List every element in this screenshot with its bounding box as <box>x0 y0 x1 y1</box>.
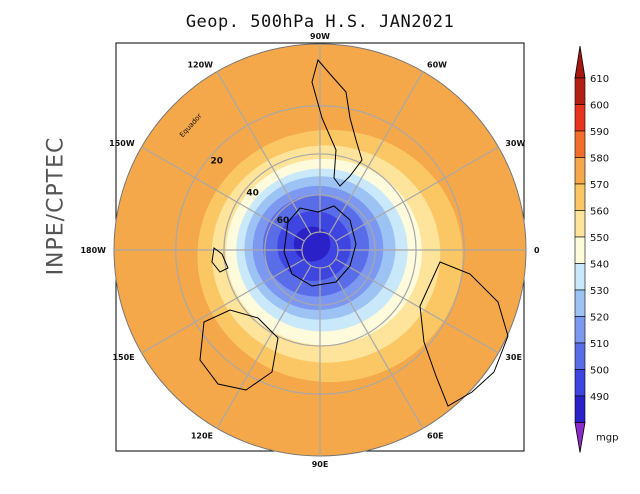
longitude-label-lon-120w: 120W <box>187 61 213 70</box>
colorbar-swatch-530 <box>574 289 586 317</box>
colorbar-swatch-550 <box>574 236 586 264</box>
meridian <box>216 71 312 235</box>
colorbar-swatch-600 <box>574 104 586 132</box>
meridian <box>141 146 305 242</box>
meridian <box>216 265 312 429</box>
longitude-label-lon-90e: 90E <box>312 460 329 469</box>
colorbar-swatch-540 <box>574 263 586 291</box>
meridian <box>141 258 305 354</box>
colorbar-swatch-490 <box>574 395 586 423</box>
longitude-label-lon-0: 0 <box>534 246 540 255</box>
colorbar-label-520: 520 <box>590 313 609 324</box>
contour-band-8 <box>293 226 331 262</box>
colorbar-label-610: 610 <box>590 74 609 85</box>
colorbar-swatch-520 <box>574 316 586 344</box>
colorbar-top-arrow <box>574 45 586 79</box>
colorbar-label-570: 570 <box>590 180 609 191</box>
longitude-label-lon-30w: 30W <box>505 139 525 148</box>
colorbar-label-490: 490 <box>590 392 609 403</box>
longitude-label-lon-150e: 150E <box>112 353 134 362</box>
latitude-label-lat-20: 20 <box>211 156 224 166</box>
colorbar-label-550: 550 <box>590 233 609 244</box>
latitude-label-lat-60: 60 <box>277 216 290 226</box>
longitude-label-lon-90w: 90W <box>310 32 330 41</box>
colorbar-swatch-610 <box>574 77 586 105</box>
meridian <box>335 146 499 242</box>
latitude-label-lat-40: 40 <box>246 189 259 199</box>
colorbar-swatch-500 <box>574 369 586 397</box>
colorbar-swatch-510 <box>574 342 586 370</box>
longitude-label-lon-60w: 60W <box>427 61 447 70</box>
longitude-label-lon-30e: 30E <box>505 353 522 362</box>
longitude-label-lon-120e: 120E <box>191 431 213 440</box>
coastline-1 <box>311 58 363 187</box>
longitude-label-lon-150w: 150W <box>109 139 135 148</box>
coastline-4 <box>211 247 229 273</box>
longitude-label-lon-60e: 60E <box>427 431 444 440</box>
colorbar-unit-label: mgp <box>596 433 618 444</box>
colorbar-label-590: 590 <box>590 127 609 138</box>
meridian <box>328 265 424 429</box>
colorbar-swatch-580 <box>574 157 586 185</box>
colorbar-label-540: 540 <box>590 260 609 271</box>
map-content: 90W 60W 30W 0 30E 60E 90E 120E 150E 180W 150W 120W 2… <box>80 32 540 469</box>
meridian <box>328 71 424 235</box>
longitude-label-lon-180w: 180W <box>80 246 106 255</box>
colorbar-label-530: 530 <box>590 286 609 297</box>
coastline-2 <box>419 261 509 407</box>
colorbar-label-580: 580 <box>590 154 609 165</box>
chart-title: Geop. 500hPa H.S. JAN2021 <box>185 12 455 32</box>
coastline-3 <box>199 309 279 391</box>
colorbar-bottom-arrow <box>574 422 586 453</box>
colorbar-label-500: 500 <box>590 366 609 377</box>
colorbar-swatch-570 <box>574 183 586 211</box>
colorbar-label-560: 560 <box>590 207 609 218</box>
meridian <box>335 258 499 354</box>
colorbar-label-600: 600 <box>590 101 609 112</box>
coastline-0 <box>283 205 357 287</box>
colorbar-swatch-560 <box>574 210 586 238</box>
colorbar-swatch-590 <box>574 130 586 158</box>
colorbar-label-510: 510 <box>590 339 609 350</box>
